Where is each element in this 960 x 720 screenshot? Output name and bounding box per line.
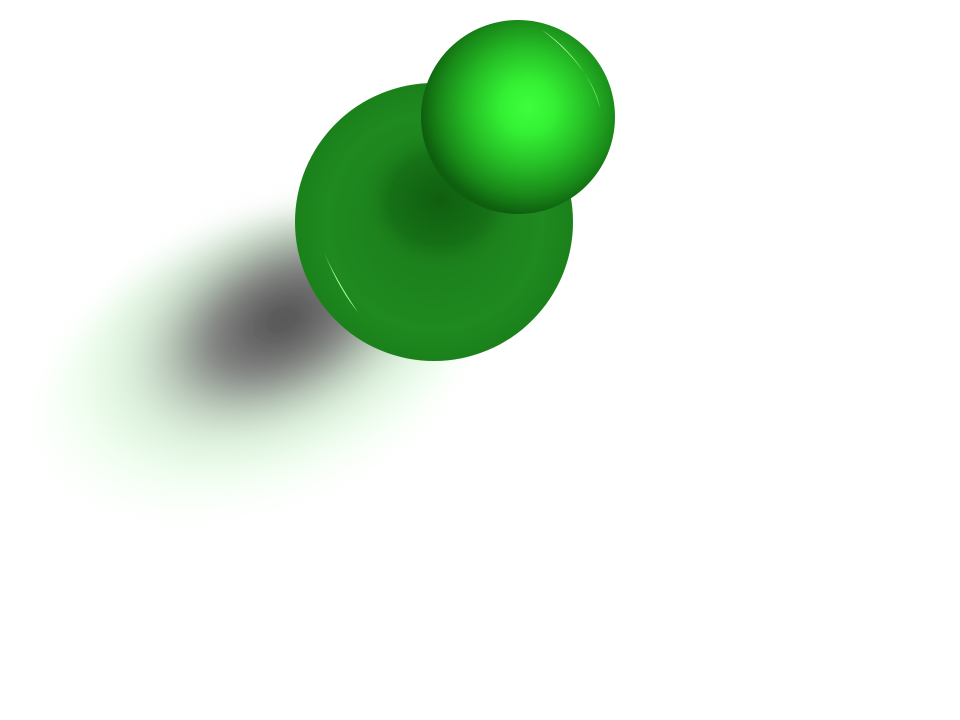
pin-head [421, 20, 615, 214]
